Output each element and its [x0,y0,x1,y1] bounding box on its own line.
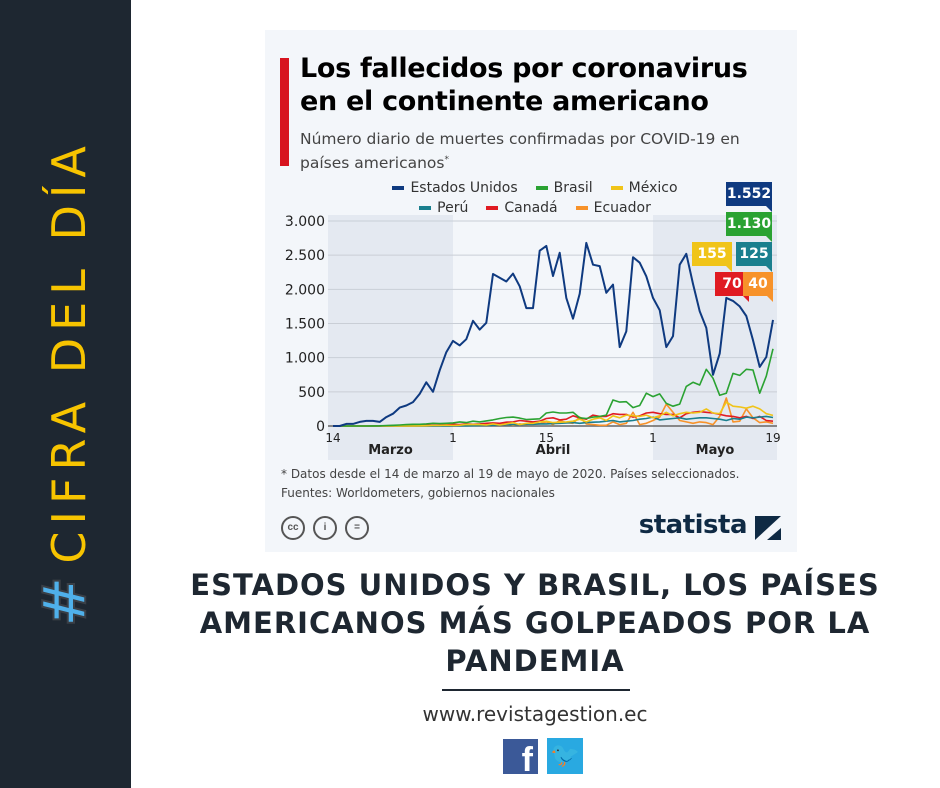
legend-swatch [392,186,405,190]
sidebar: #CIFRA DEL DÍA [0,0,131,788]
last-value-label: 155 [692,242,732,272]
sidebar-title: CIFRA DEL DÍA [42,139,96,564]
last-value-label: 1.552 [726,182,772,212]
attribution-icon[interactable]: i [313,516,337,540]
twitter-icon[interactable]: 🐦 [547,738,583,774]
headline-line: ESTADOS UNIDOS Y BRASIL, LOS PAÍSES [190,568,880,602]
chart-subtitle: Número diario de muertes confirmadas por… [300,130,740,173]
legend-label: Perú [437,200,469,216]
legend-item: Perú [419,198,468,218]
month-band [328,215,453,460]
legend-item: México [610,178,678,198]
statista-logo-mark [755,516,781,540]
cifra-del-dia-label: #CIFRA DEL DÍA [29,139,101,628]
hashtag-icon: # [29,569,101,628]
legend-label: México [628,180,678,196]
title-accent-bar [280,58,289,166]
divider [442,689,630,691]
y-tick-label: 2.500 [285,248,325,264]
y-tick-label: 2.000 [285,282,325,298]
website-link[interactable]: www.revistagestion.ec [422,702,648,726]
legend-item: Brasil [535,178,593,198]
legend-item: Ecuador [575,198,651,218]
legend-label: Ecuador [593,200,651,216]
x-tick-label: 19 [765,431,780,445]
x-tick-label: 1 [649,431,657,445]
cc-icon[interactable]: cc [281,516,305,540]
headline-line: PANDEMIA [445,644,625,678]
legend-swatch [535,186,548,190]
series-line-estados-unidos [333,241,774,427]
month-label: Abril [536,443,571,458]
x-tick-label: 14 [325,431,340,445]
legend-item: Canadá [486,198,558,218]
month-label: Mayo [696,443,735,458]
chart-note: * Datos desde el 14 de marzo al 19 de ma… [281,465,739,503]
legend-swatch [486,206,499,210]
y-tick-label: 0 [316,419,325,435]
y-tick-label: 1.000 [285,351,325,367]
chart-legend: Estados Unidos Brasil México Perú Canadá Ecua… [325,178,745,218]
headline-line: AMERICANOS MÁS GOLPEADOS POR LA [199,606,871,640]
no-derivatives-icon[interactable]: = [345,516,369,540]
legend-label: Estados Unidos [410,180,518,196]
chart-card: Los fallecidos por coronavirus en el con… [265,30,797,552]
last-value-label: 40 [743,272,773,302]
month-label: Marzo [368,443,413,458]
legend-label: Brasil [553,180,593,196]
y-tick-label: 1.500 [285,317,325,333]
x-tick-label: 15 [539,431,554,445]
legend-swatch [610,186,623,190]
legend-item: Estados Unidos [392,178,518,198]
legend-swatch [575,206,588,210]
footnote: * Datos desde el 14 de marzo al 19 de ma… [281,467,740,481]
x-tick-label: 1 [449,431,457,445]
y-tick-label: 500 [298,385,325,401]
facebook-icon[interactable]: f [503,739,538,774]
last-value-label: 125 [736,242,772,272]
series-line-brasil [333,348,774,427]
statista-logo[interactable]: statista [638,510,748,540]
legend-label: Canadá [504,200,558,216]
headline: ESTADOS UNIDOS Y BRASIL, LOS PAÍSES AMER… [150,566,920,680]
sources: Fuentes: Worldometers, gobiernos naciona… [281,486,555,500]
chart-title: Los fallecidos por coronavirus en el con… [300,53,748,117]
series-line-méxico [333,401,774,427]
legend-swatch [419,206,432,210]
y-tick-label: 3.000 [285,214,325,230]
last-value-label: 1.130 [726,212,772,242]
